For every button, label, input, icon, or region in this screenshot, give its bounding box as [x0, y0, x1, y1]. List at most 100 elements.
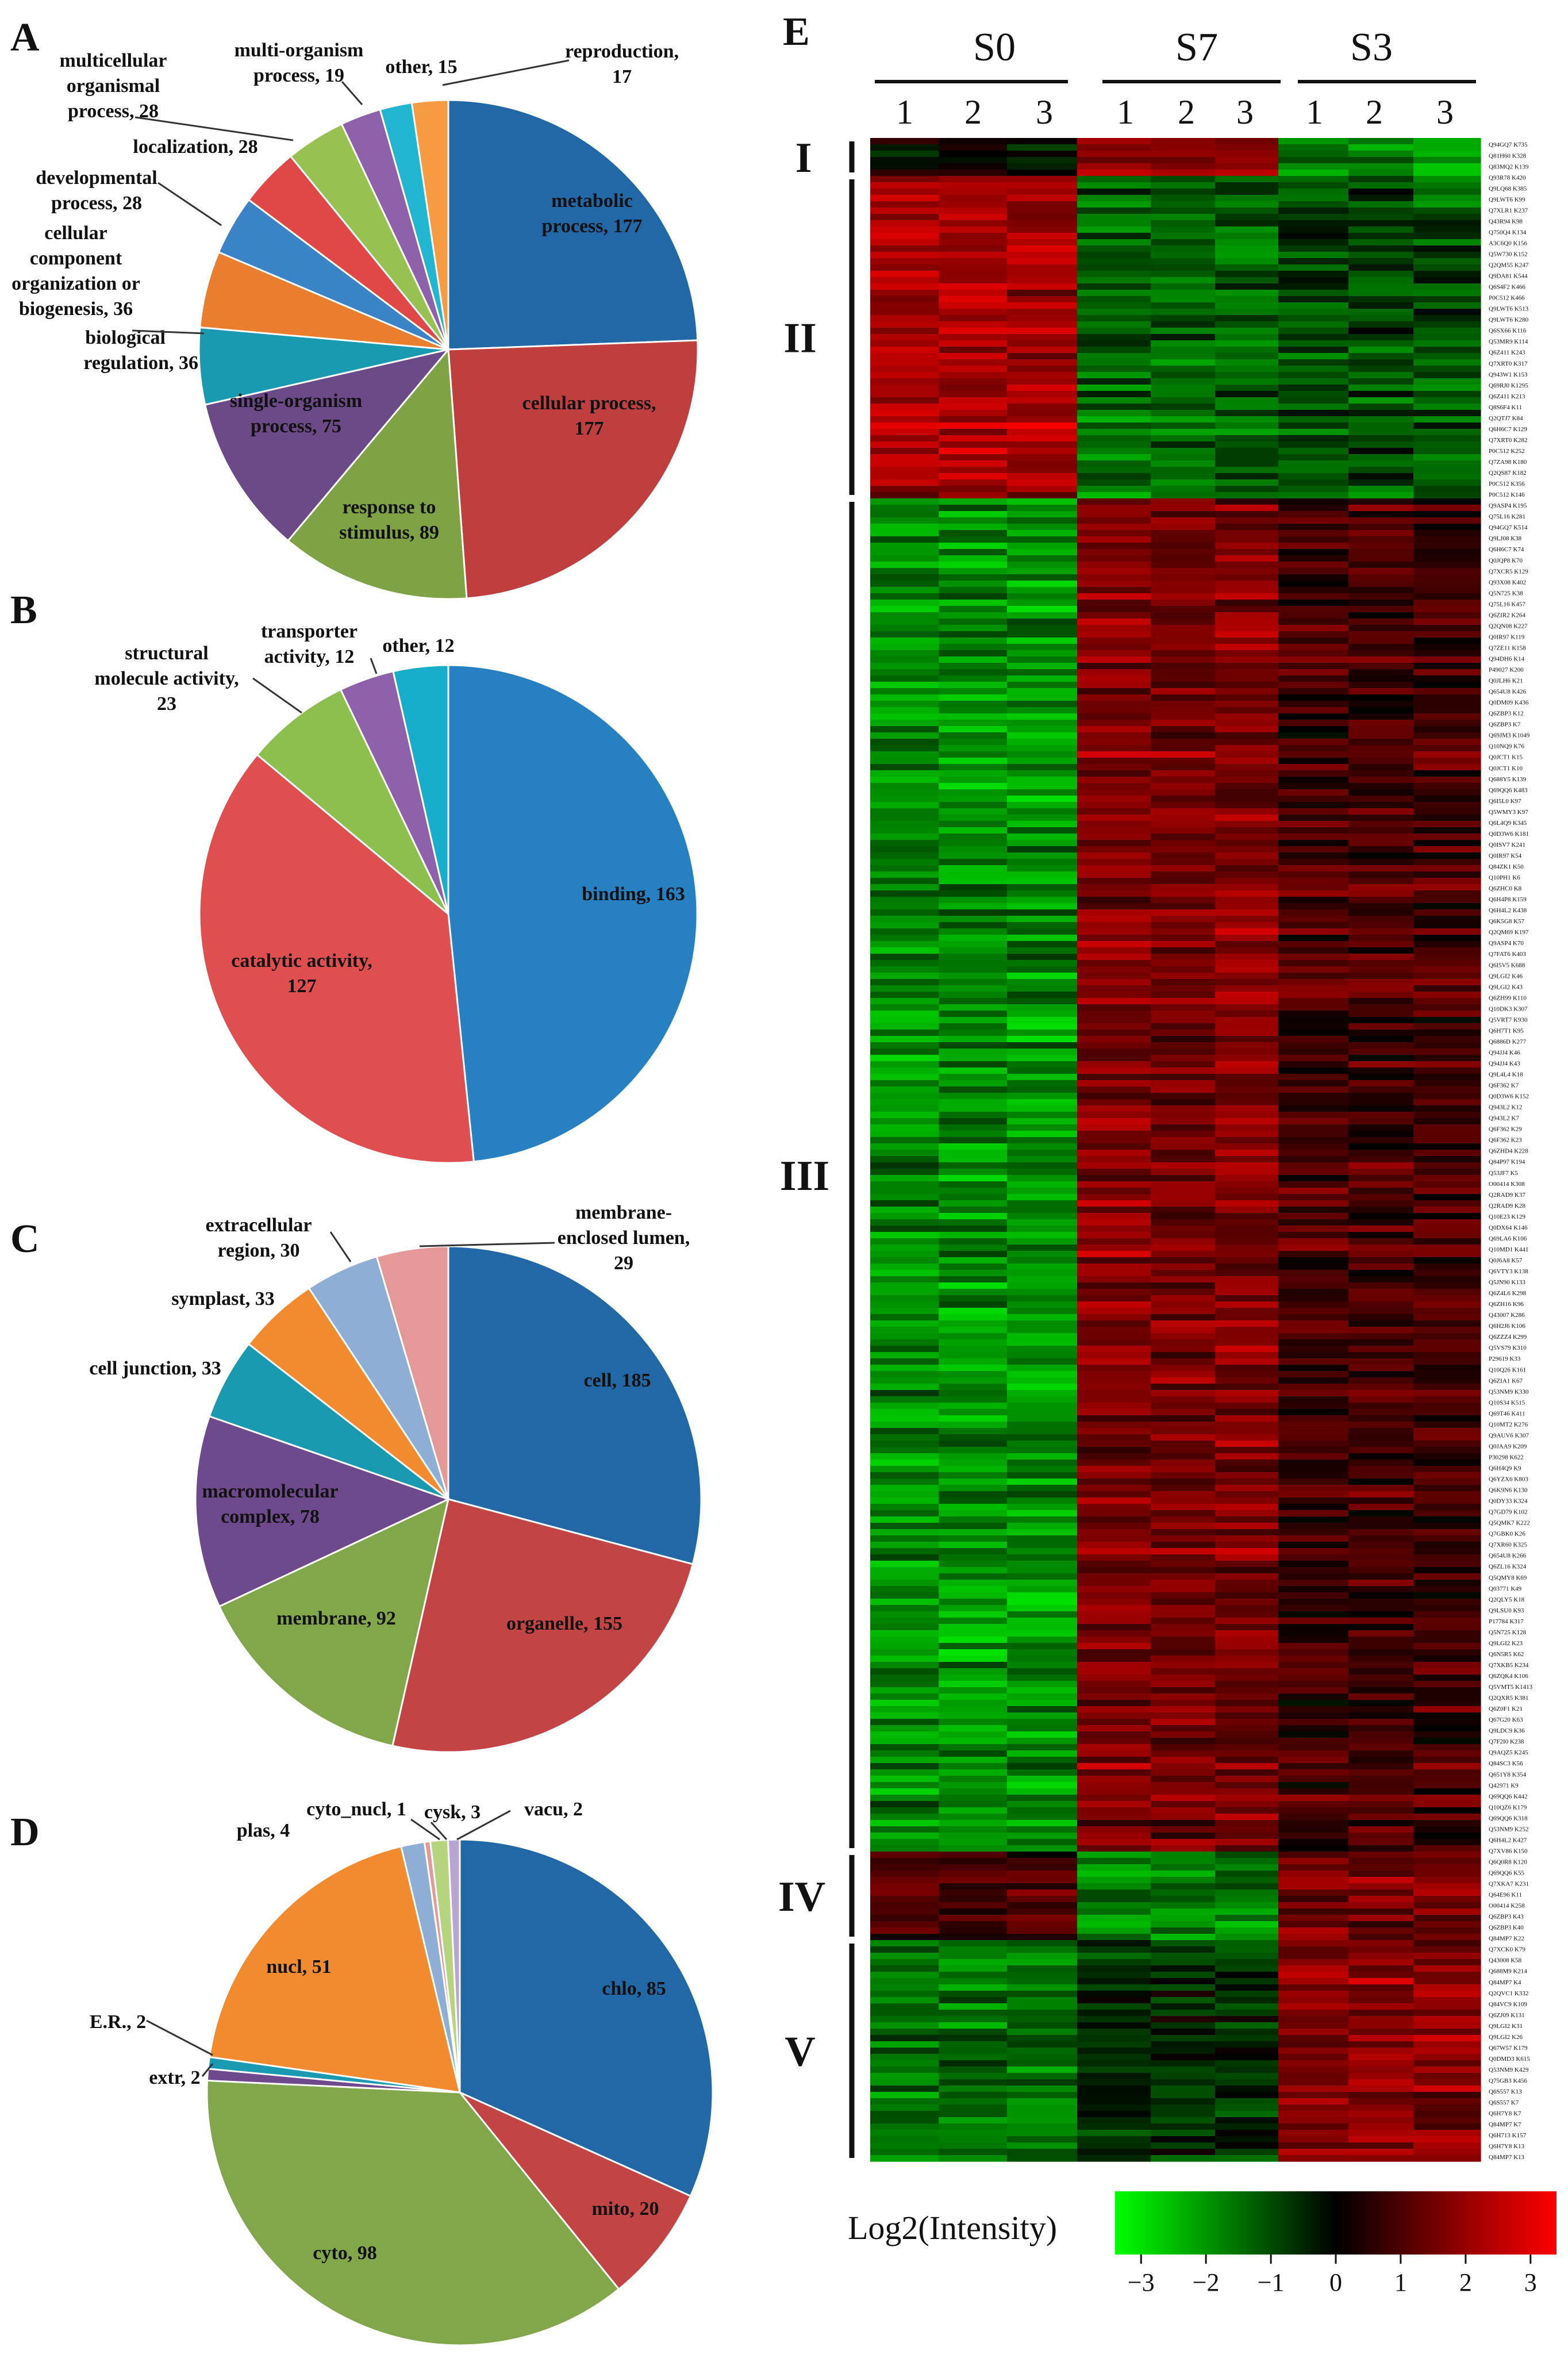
- heatmap-cell: [1278, 138, 1349, 145]
- heatmap-cell: [1348, 1011, 1414, 1017]
- heatmap-cell: [939, 1883, 1008, 1890]
- heatmap-cell: [1348, 783, 1414, 790]
- heatmap-cell: [1348, 992, 1414, 998]
- heatmap-row-label: Q7XRT0 K282: [1489, 437, 1527, 444]
- heatmap-cell: [1348, 1042, 1414, 1049]
- heatmap-cell: [1413, 1447, 1481, 1454]
- heatmap-cell: [1413, 366, 1481, 372]
- heatmap-cell: [1278, 840, 1349, 847]
- heatmap-cell: [1348, 2123, 1414, 2130]
- heatmap-cell: [1151, 625, 1216, 632]
- heatmap-cell: [1348, 1396, 1414, 1403]
- heatmap-cell: [870, 694, 939, 701]
- heatmap-cell: [1151, 1908, 1216, 1915]
- heatmap-cell: [1413, 144, 1481, 151]
- heatmap-cell: [939, 568, 1008, 575]
- heatmap-cell: [1151, 138, 1216, 145]
- heatmap-cell: [939, 1744, 1008, 1751]
- heatmap-cell: [1215, 182, 1279, 189]
- heatmap-cell: [1151, 947, 1216, 954]
- heatmap-cell: [939, 935, 1008, 942]
- heatmap-cell: [1077, 372, 1151, 379]
- heatmap-cell: [1007, 1434, 1078, 1441]
- heatmap-cell: [1151, 1112, 1216, 1119]
- heatmap-cell: [1348, 1384, 1414, 1391]
- heatmap-cell: [1348, 2029, 1414, 2036]
- heatmap-cell: [939, 701, 1008, 708]
- pie-b-label-catalytic: catalytic activity, 127: [231, 950, 372, 997]
- heatmap-row-label: Q2QVC1 K332: [1489, 1990, 1528, 1997]
- heatmap-cell: [939, 1390, 1008, 1397]
- heatmap-cell: [1215, 321, 1279, 328]
- heatmap-cell: [870, 498, 939, 505]
- heatmap-cell: [870, 2054, 939, 2061]
- heatmap-cell: [1077, 1112, 1151, 1119]
- heatmap-row-label: Q7F2I0 K238: [1489, 1738, 1524, 1745]
- pie-d-label-extr: extr, 2: [149, 2067, 200, 2088]
- heatmap-cell: [1007, 410, 1078, 417]
- heatmap-cell: [1278, 1675, 1349, 1681]
- heatmap-row-label: Q69QQ6 K483: [1489, 787, 1528, 794]
- heatmap-cell: [1278, 359, 1349, 366]
- heatmap-cell: [870, 1061, 939, 1068]
- pie-a-labels: metabolic process, 177 cellular process, 1…: [11, 40, 679, 543]
- heatmap-cell: [1007, 1162, 1078, 1169]
- heatmap-cell: [1151, 694, 1216, 701]
- heatmap-cell: [939, 1460, 1008, 1466]
- pie-a-label-biological-regulation: biological regulation, 36: [83, 327, 198, 374]
- heatmap-cell: [1413, 568, 1481, 575]
- heatmap-cell: [1215, 2117, 1279, 2124]
- heatmap-cell: [1151, 1864, 1216, 1871]
- heatmap-cell: [939, 1706, 1008, 1713]
- heatmap-cell: [1278, 454, 1349, 461]
- heatmap-cell: [1215, 385, 1279, 391]
- heatmap-cell: [1348, 1131, 1414, 1138]
- heatmap-cell: [1413, 1516, 1481, 1523]
- heatmap-cell: [1151, 1826, 1216, 1833]
- heatmap-cell: [1151, 517, 1216, 524]
- cluster-label-ii: II: [783, 315, 817, 362]
- heatmap-row-label: Q0IR97 K119: [1489, 633, 1525, 640]
- heatmap-cell: [1151, 1883, 1216, 1890]
- heatmap-cell: [1077, 2016, 1151, 2023]
- heatmap-cell: [1413, 226, 1481, 233]
- heatmap-cell: [1413, 2010, 1481, 2017]
- heatmap-cell: [1151, 1415, 1216, 1422]
- heatmap-cell: [1215, 220, 1279, 227]
- pie-a-leader-reproduction: [442, 59, 570, 86]
- heatmap-cell: [1151, 840, 1216, 847]
- heatmap-cell: [1413, 416, 1481, 423]
- heatmap-cell: [1077, 1118, 1151, 1125]
- heatmap-cell: [1348, 1333, 1414, 1340]
- heatmap-cell: [1348, 568, 1414, 575]
- heatmap-cell: [1007, 1637, 1078, 1643]
- heatmap-cell: [1278, 1453, 1349, 1460]
- heatmap-cell: [1007, 1086, 1078, 1093]
- heatmap-cell: [1278, 1757, 1349, 1764]
- heatmap-row-label: Q654U8 K266: [1489, 1553, 1527, 1560]
- heatmap-cell: [1413, 707, 1481, 714]
- heatmap-cell: [1077, 865, 1151, 872]
- heatmap-cell: [1278, 600, 1349, 606]
- heatmap-cell: [1151, 1959, 1216, 1966]
- heatmap-cell: [870, 1308, 939, 1315]
- heatmap-cell: [1151, 1365, 1216, 1372]
- panel-letter-c: C: [10, 1217, 40, 1261]
- heatmap-cell: [1348, 1219, 1414, 1226]
- heatmap-row-label: Q7ZE11 K158: [1489, 644, 1526, 651]
- heatmap-cell: [1278, 1264, 1349, 1270]
- heatmap-row-label: Q10MT2 K276: [1489, 1421, 1528, 1428]
- heatmap-cell: [1077, 486, 1151, 493]
- heatmap-cell: [1077, 1485, 1151, 1492]
- heatmap-cell: [939, 1245, 1008, 1251]
- heatmap-cell: [939, 1352, 1008, 1359]
- heatmap-cell: [1278, 985, 1349, 992]
- heatmap-cell: [1413, 1137, 1481, 1144]
- heatmap-cell: [1215, 1845, 1279, 1852]
- heatmap-cell: [1348, 751, 1414, 758]
- heatmap-cell: [939, 1295, 1008, 1302]
- heatmap-cell: [1215, 2060, 1279, 2067]
- heatmap-cell: [870, 606, 939, 613]
- heatmap-cell: [870, 1599, 939, 1606]
- heatmap-cell: [1348, 1984, 1414, 1991]
